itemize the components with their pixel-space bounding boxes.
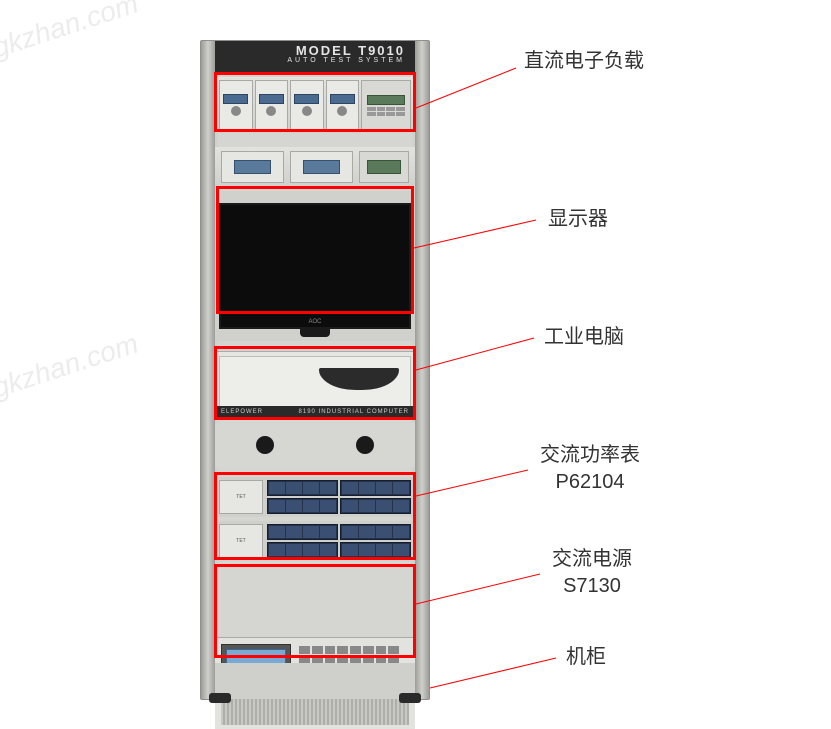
- label-monitor: 显示器: [548, 206, 608, 233]
- dc-electronic-load-row: [215, 77, 415, 133]
- eload-unit: [219, 80, 253, 130]
- eload-controller: [361, 80, 411, 130]
- label-eload: 直流电子负载: [524, 48, 644, 75]
- vent-plate: [215, 423, 415, 467]
- leader-ipc: [416, 338, 534, 370]
- instrument-controller: [359, 151, 409, 183]
- instrument-unit: [221, 151, 284, 183]
- instrument-unit: [290, 151, 353, 183]
- leader-monitor: [414, 220, 536, 248]
- monitor-slot: AOC: [215, 191, 415, 341]
- instrument-row: [215, 147, 415, 187]
- rack-model: MODEL T9010: [215, 43, 405, 58]
- label-pm: 交流功率表P62104: [540, 442, 640, 496]
- label-cabinet: 机柜: [566, 644, 606, 671]
- leader-acsrc: [416, 574, 540, 604]
- leader-cabinet: [430, 658, 556, 688]
- rack-subtitle: AUTO TEST SYSTEM: [215, 57, 405, 64]
- eload-unit: [326, 80, 360, 130]
- leader-eload: [416, 68, 516, 108]
- eload-unit: [290, 80, 324, 130]
- watermark: gkzhan.com: [0, 327, 142, 404]
- monitor-bezel: AOC: [219, 203, 411, 329]
- ipc-model: 8190 INDUSTRIAL COMPUTER: [299, 409, 409, 415]
- industrial-pc: ELEPOWER 8190 INDUSTRIAL COMPUTER: [215, 351, 415, 419]
- rack-rail-left: [201, 41, 215, 699]
- power-meter-1: TET: [215, 477, 415, 517]
- label-acsrc: 交流电源S7130: [552, 546, 632, 600]
- caster-wheel: [399, 693, 421, 703]
- watermark: gkzhan.com: [0, 0, 142, 65]
- rack-inner: MODEL T9010 AUTO TEST SYSTEM AOC: [215, 41, 415, 699]
- rack-header-plate: MODEL T9010 AUTO TEST SYSTEM: [215, 41, 415, 73]
- label-ipc: 工业电脑: [544, 324, 624, 351]
- ipc-brand: ELEPOWER: [221, 409, 263, 415]
- leader-pm: [416, 470, 528, 496]
- monitor-brand: AOC: [308, 319, 321, 325]
- caster-wheel: [209, 693, 231, 703]
- vent-hole: [356, 436, 374, 454]
- eload-unit: [255, 80, 289, 130]
- vent-hole: [256, 436, 274, 454]
- power-meter-2: TET: [215, 521, 415, 561]
- rack-cabinet: MODEL T9010 AUTO TEST SYSTEM AOC: [200, 40, 430, 700]
- rack-base: [215, 663, 415, 699]
- rack-rail-right: [415, 41, 429, 699]
